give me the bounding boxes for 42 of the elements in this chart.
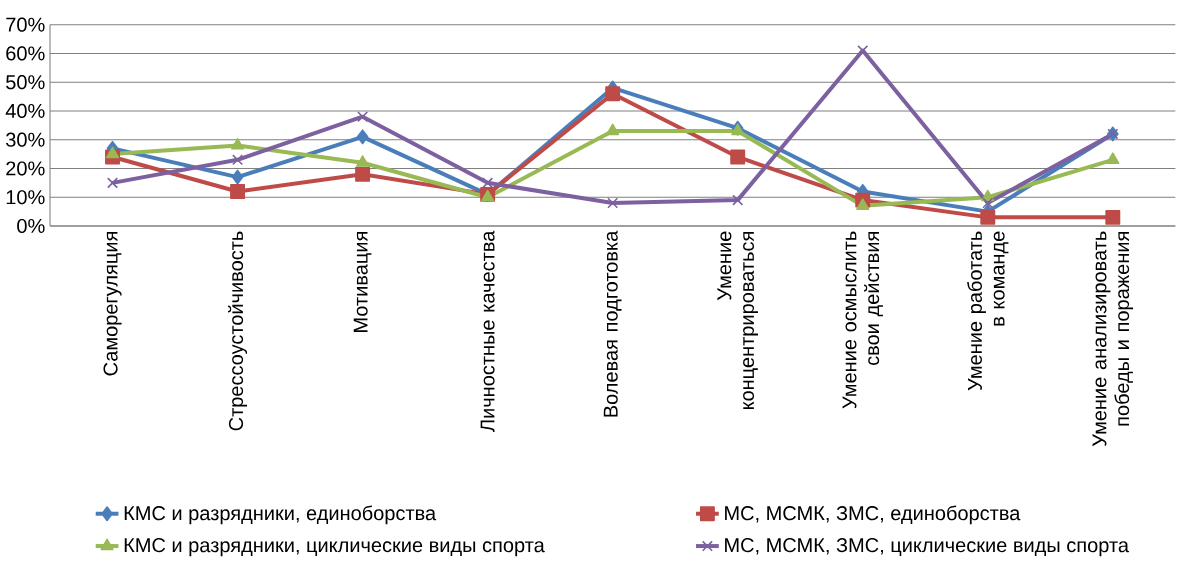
y-tick-label: 10%: [6, 190, 45, 205]
point: [230, 137, 245, 150]
y-tick-label: 60%: [6, 46, 45, 61]
point: [1105, 209, 1121, 225]
point: [730, 149, 746, 165]
x-tick-label: Волевая подготовка: [603, 230, 622, 417]
x-tick-label: Умение концентрироваться: [717, 231, 758, 410]
point: [105, 146, 120, 159]
point: [605, 86, 621, 102]
point: [606, 123, 620, 136]
y-tick-label: 50%: [6, 75, 45, 90]
point: [607, 197, 619, 209]
y-tick-label: 70%: [6, 17, 45, 32]
point: [107, 177, 119, 189]
x-tick-label: Саморегуляция: [103, 232, 122, 376]
point: [356, 129, 369, 145]
x-tick-label: Умение осмыслить свои действия: [842, 231, 883, 409]
x-tick-label: Стрессоустойчивость: [228, 231, 248, 431]
point: [732, 194, 744, 206]
x-tick-label: Мотивация: [353, 232, 372, 332]
point: [357, 111, 369, 123]
y-tick-label: 20%: [6, 161, 45, 176]
legend-label: МС, МСМК, ЗМС, циклические виды спорта: [725, 538, 1129, 557]
point: [856, 198, 870, 210]
x-tick-label: Умение работать в команде: [967, 231, 1009, 391]
point: [356, 155, 370, 167]
legend-label: МС, МСМК, ЗМС, единоборства: [725, 505, 1021, 525]
legend-label: КМС и разрядники, циклические виды спорта: [124, 538, 545, 557]
x-tick-label: Умение анализировать победы и поражения: [1092, 231, 1134, 447]
x-tick-label: Личностные качества: [480, 230, 495, 432]
y-tick-label: 40%: [5, 103, 45, 119]
legend-label: КМС и разрядники, единоборства: [124, 505, 437, 525]
point: [355, 166, 371, 182]
y-tick-label: 30%: [6, 132, 45, 147]
point: [232, 154, 244, 166]
point: [482, 177, 494, 189]
y-tick-label: 0%: [17, 218, 45, 234]
point: [1106, 152, 1120, 164]
point: [231, 169, 244, 185]
point: [230, 184, 246, 199]
point: [982, 197, 994, 209]
point: [980, 209, 996, 225]
